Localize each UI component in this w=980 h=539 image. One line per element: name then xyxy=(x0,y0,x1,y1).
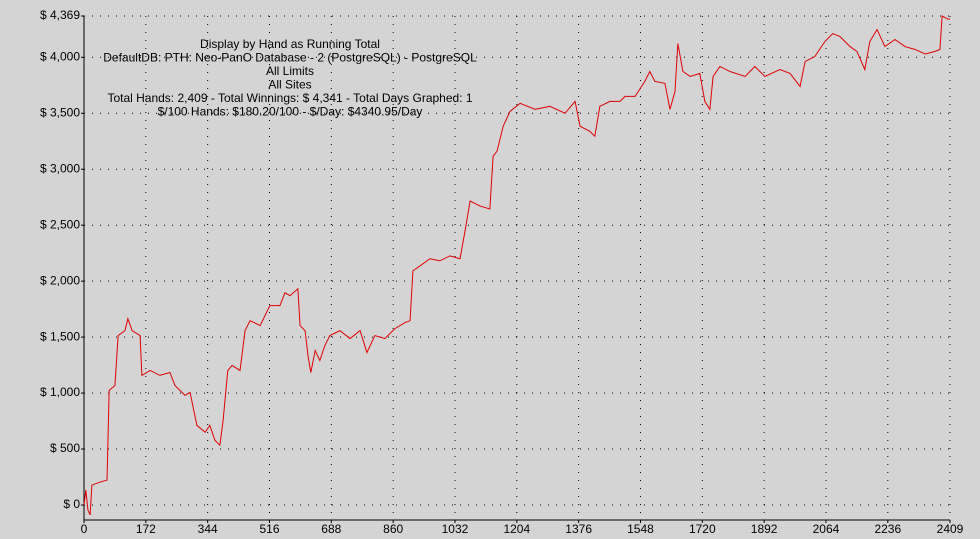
x-tick-label: 1032 xyxy=(442,522,469,536)
y-tick-label: $ 3,500 xyxy=(40,105,80,119)
y-tick-label: $ 4,000 xyxy=(40,49,80,63)
title-line: Display by Hand as Running Total xyxy=(200,37,380,51)
x-tick-label: 688 xyxy=(321,522,341,536)
y-tick-label: $ 0 xyxy=(63,497,80,511)
title-line: DefaultDB: PTH: Neo-PanO Database - 2 (P… xyxy=(103,51,477,65)
y-tick-label: $ 2,000 xyxy=(40,273,80,287)
x-tick-label: 0 xyxy=(81,522,88,536)
y-tick-label: $ 2,500 xyxy=(40,217,80,231)
y-tick-label: $ 500 xyxy=(50,441,80,455)
y-tick-label: $ 1,500 xyxy=(40,329,80,343)
x-tick-label: 344 xyxy=(198,522,218,536)
x-tick-label: 2409 xyxy=(937,522,964,536)
x-tick-label: 2064 xyxy=(813,522,840,536)
y-tick-label: $ 4,369 xyxy=(40,8,80,22)
x-tick-label: 1892 xyxy=(751,522,778,536)
x-tick-label: 1204 xyxy=(503,522,530,536)
title-line: All Limits xyxy=(266,64,314,78)
x-tick-label: 1548 xyxy=(627,522,654,536)
x-tick-label: 2236 xyxy=(874,522,901,536)
y-tick-label: $ 3,000 xyxy=(40,161,80,175)
y-tick-label: $ 1,000 xyxy=(40,385,80,399)
title-line: Total Hands: 2,409 - Total Winnings: $ 4… xyxy=(107,91,472,105)
x-tick-label: 1376 xyxy=(565,522,592,536)
x-tick-label: 172 xyxy=(136,522,156,536)
title-line: All Sites xyxy=(268,78,311,92)
title-line: $/100 Hands: $180.20/100 - $/Day: $4340.… xyxy=(158,105,423,119)
x-tick-label: 1720 xyxy=(689,522,716,536)
x-tick-label: 516 xyxy=(259,522,279,536)
line xyxy=(83,15,950,516)
x-tick-label: 860 xyxy=(383,522,403,536)
